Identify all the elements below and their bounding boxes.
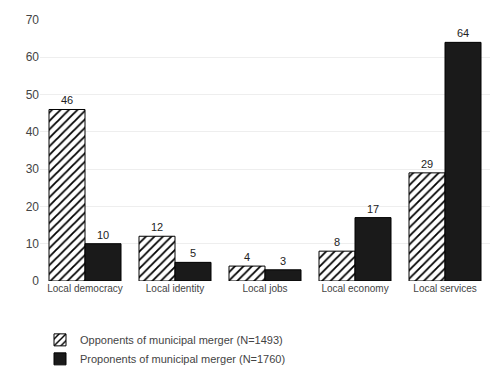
svg-text:17: 17 [367,203,379,215]
svg-text:60: 60 [26,50,40,64]
svg-text:Local jobs: Local jobs [242,283,287,294]
svg-text:29: 29 [421,158,433,170]
svg-text:3: 3 [280,255,286,267]
svg-text:64: 64 [457,27,469,39]
svg-text:10: 10 [97,229,109,241]
svg-text:70: 70 [26,13,40,27]
svg-text:Proponents of municipal merger: Proponents of municipal merger (N=1760) [80,353,285,365]
svg-text:Local democracy: Local democracy [47,283,123,294]
svg-text:0: 0 [32,274,39,288]
svg-text:12: 12 [151,221,163,233]
svg-text:20: 20 [26,200,40,214]
svg-text:Opponents of municipal merger: Opponents of municipal merger (N=1493) [80,334,283,346]
svg-text:Local services: Local services [413,283,476,294]
svg-text:Local economy: Local economy [321,283,388,294]
svg-text:40: 40 [26,125,40,139]
svg-text:5: 5 [190,247,196,259]
svg-text:46: 46 [61,94,73,106]
svg-text:30: 30 [26,162,40,176]
svg-text:10: 10 [26,237,40,251]
svg-text:50: 50 [26,88,40,102]
svg-text:8: 8 [334,236,340,248]
svg-text:Local identity: Local identity [146,283,204,294]
svg-text:4: 4 [244,251,250,263]
